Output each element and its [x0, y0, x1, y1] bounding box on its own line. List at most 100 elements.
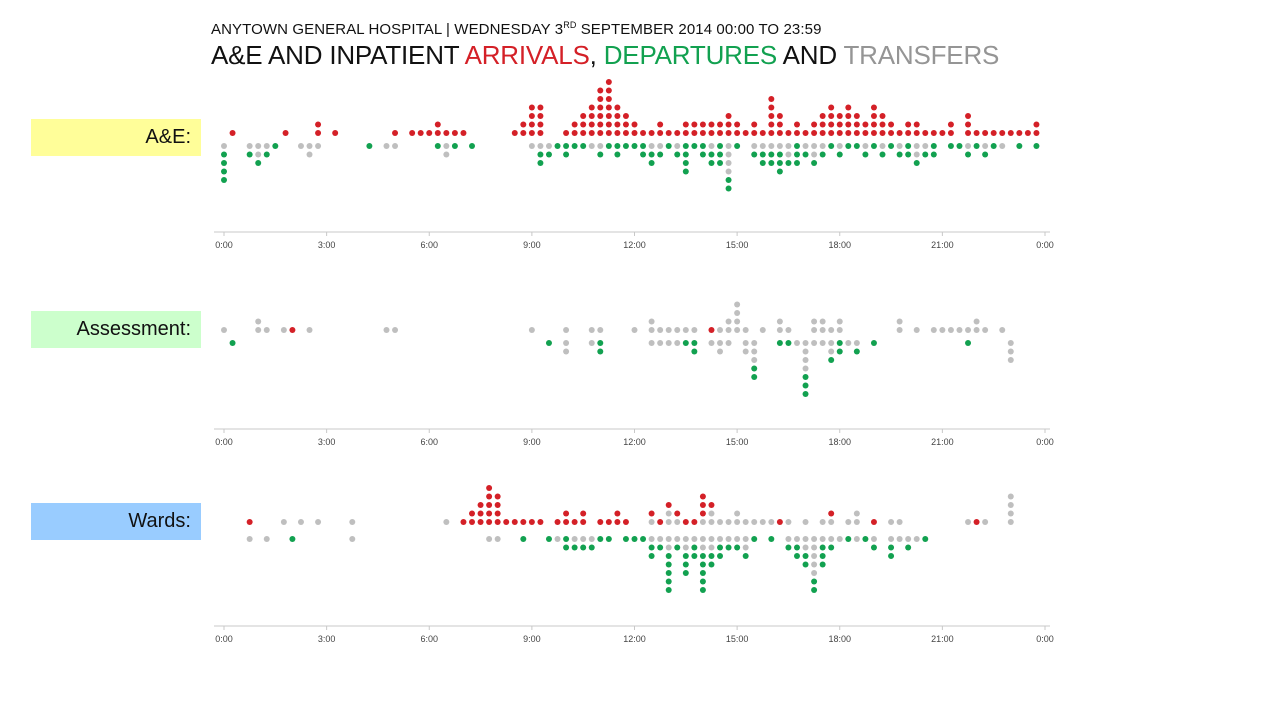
ae-arrival-dot	[614, 130, 621, 136]
ae-departure-dot	[246, 151, 253, 158]
assessment-departure-dot	[691, 348, 698, 355]
wards-transfer-in-dot	[853, 510, 860, 517]
wards-transfer-out-dot	[811, 570, 818, 576]
wards-departure-dot	[699, 587, 706, 593]
ae-transfer-out-dot	[246, 143, 253, 149]
assessment-x-tick-label: 0:00	[1036, 437, 1054, 447]
ae-arrival-dot	[845, 130, 852, 136]
ae-arrival-dot	[965, 130, 972, 136]
assessment-transfer-out-dot	[802, 365, 809, 372]
ae-transfer-out-dot	[922, 143, 929, 149]
assessment-transfer-in-dot	[734, 318, 741, 325]
wards-arrival-dot	[477, 519, 484, 525]
ae-arrival-dot	[511, 130, 518, 136]
ae-arrival-dot	[614, 113, 621, 119]
assessment-x-tick-label: 6:00	[420, 437, 438, 447]
ae-transfer-out-dot	[896, 143, 903, 149]
ae-departure-dot	[802, 151, 809, 158]
wards-arrival-dot	[494, 519, 501, 525]
ae-departure-dot	[793, 143, 800, 149]
assessment-transfer-out-dot	[742, 340, 749, 346]
wards-departure-dot	[699, 553, 706, 559]
wards-departure-dot	[922, 536, 929, 542]
ae-departure-dot	[717, 151, 724, 158]
assessment-transfer-in-dot	[742, 327, 749, 333]
wards-arrival-dot	[486, 502, 493, 508]
ae-arrival-dot	[828, 113, 835, 119]
ae-arrival-dot	[845, 104, 852, 111]
wards-departure-dot	[888, 544, 895, 551]
assessment-departure-dot	[870, 340, 877, 346]
ae-transfer-out-dot	[306, 151, 313, 158]
ae-transfer-out-dot	[725, 168, 732, 175]
ae-arrival-dot	[605, 96, 612, 102]
assessment-transfer-in-dot	[263, 327, 270, 333]
wards-transfer-in-dot	[1007, 510, 1014, 517]
wards-transfer-in-dot	[965, 519, 972, 525]
ae-arrival-dot	[537, 113, 544, 119]
ae-departure-dot	[640, 151, 647, 158]
ae-departure-dot	[665, 143, 672, 149]
ae-arrival-dot	[648, 130, 655, 136]
ae-arrival-dot	[631, 121, 638, 128]
wards-departure-dot	[708, 561, 715, 568]
assessment-transfer-out-dot	[708, 340, 715, 346]
assessment-transfer-in-dot	[785, 327, 792, 333]
wards-arrival-dot	[494, 510, 501, 517]
wards-x-tick-label: 15:00	[726, 634, 749, 644]
ae-arrival-dot	[819, 130, 826, 136]
ae-arrival-dot	[588, 121, 595, 128]
wards-arrival-dot	[486, 485, 493, 491]
ae-arrival-dot	[528, 121, 535, 128]
assessment-transfer-in-dot	[836, 327, 843, 333]
wards-departure-dot	[845, 536, 852, 542]
wards-departure-dot	[665, 570, 672, 576]
ae-departure-dot	[793, 151, 800, 158]
wards-transfer-in-dot	[896, 519, 903, 525]
assessment-transfer-out-dot	[657, 340, 664, 346]
ae-arrival-dot	[580, 121, 587, 128]
wards-arrival-dot	[605, 519, 612, 525]
assessment-transfer-out-dot	[751, 357, 758, 363]
panel-label-wards: Wards:	[31, 503, 201, 540]
title-transfers: TRANSFERS	[843, 40, 1000, 70]
ae-transfer-out-dot	[597, 143, 604, 149]
ae-departure-dot	[545, 151, 552, 158]
wards-departure-dot	[708, 553, 715, 559]
wards-transfer-in-dot	[853, 519, 860, 525]
ae-arrival-dot	[785, 130, 792, 136]
assessment-transfer-in-dot	[383, 327, 390, 333]
ae-arrival-dot	[836, 130, 843, 136]
ae-departure-dot	[580, 143, 587, 149]
wards-departure-dot	[717, 544, 724, 551]
wards-transfer-out-dot	[665, 544, 672, 551]
wards-departure-dot	[742, 553, 749, 559]
ae-arrival-dot	[793, 130, 800, 136]
wards-x-tick-label: 0:00	[215, 634, 233, 644]
wards-departure-dot	[699, 570, 706, 576]
ae-transfer-out-dot	[913, 143, 920, 149]
ae-arrival-dot	[426, 130, 433, 136]
assessment-transfer-in-dot	[896, 327, 903, 333]
ae-departure-dot	[776, 151, 783, 158]
wards-arrival-dot	[571, 519, 578, 525]
ae-departure-dot	[366, 143, 373, 149]
ae-departure-dot	[990, 143, 997, 149]
ae-departure-dot	[682, 151, 689, 158]
ae-transfer-out-dot	[443, 143, 450, 149]
assessment-transfer-out-dot	[1007, 340, 1014, 346]
assessment-transfer-out-dot	[751, 340, 758, 346]
wards-transfer-out-dot	[811, 536, 818, 542]
wards-transfer-out-dot	[571, 536, 578, 542]
ae-arrival-dot	[528, 113, 535, 119]
wards-transfer-out-dot	[811, 553, 818, 559]
ae-arrival-dot	[563, 130, 570, 136]
ae-departure-dot	[554, 143, 561, 149]
ae-transfer-out-dot	[443, 151, 450, 158]
wards-departure-dot	[563, 544, 570, 551]
ae-arrival-dot	[1033, 130, 1040, 136]
wards-transfer-out-dot	[742, 536, 749, 542]
wards-departure-dot	[571, 544, 578, 551]
wards-arrival-dot	[870, 519, 877, 525]
ae-departure-dot	[982, 151, 989, 158]
